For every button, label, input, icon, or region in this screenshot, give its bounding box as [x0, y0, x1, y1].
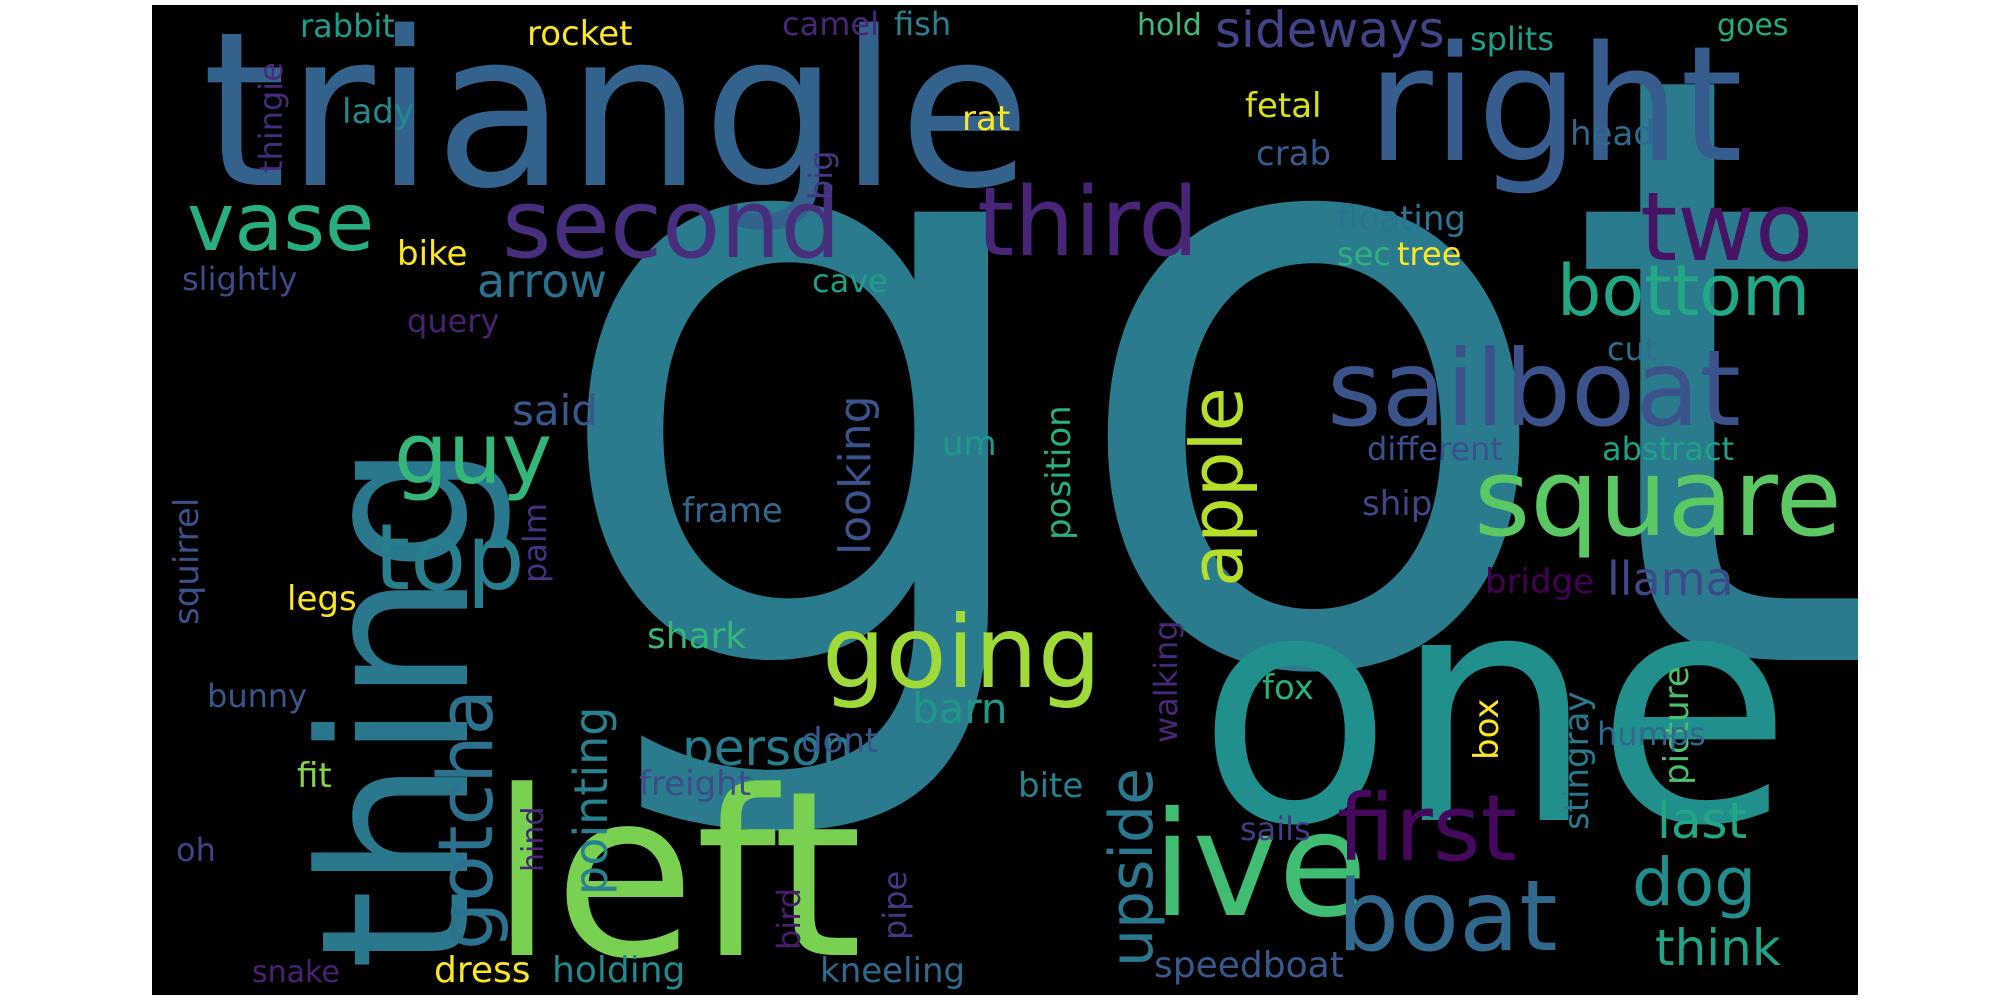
- word-triangle: triangle: [202, 5, 1031, 236]
- word-lady: lady: [342, 92, 414, 132]
- word-sailboat: sailboat: [1327, 328, 1741, 450]
- word-dress: dress: [434, 950, 531, 991]
- word-bird: bird: [770, 888, 808, 950]
- word-humps: humps: [1597, 715, 1706, 753]
- word-squirrel: squirrel: [167, 498, 207, 625]
- word-left: left: [490, 743, 863, 995]
- word-guy: guy: [394, 405, 552, 504]
- word-think: think: [1655, 919, 1781, 977]
- word-different: different: [1367, 430, 1503, 468]
- word-fit: fit: [297, 756, 332, 796]
- word-cloud: got triangle one left thing right ive square sai…: [152, 5, 1858, 995]
- word-box: box: [1467, 699, 1507, 760]
- word-shark: shark: [647, 616, 746, 657]
- word-barn: barn: [912, 684, 1008, 733]
- word-bridge: bridge: [1485, 562, 1594, 602]
- word-third: third: [977, 168, 1199, 278]
- word-apple: apple: [1175, 387, 1259, 587]
- word-one: one: [1197, 524, 1792, 896]
- word-bottom: bottom: [1557, 250, 1810, 332]
- word-um: um: [942, 424, 997, 464]
- word-right: right: [1367, 11, 1743, 198]
- word-hold: hold: [1137, 8, 1202, 43]
- word-bike: bike: [397, 234, 467, 274]
- word-fetal: fetal: [1245, 86, 1322, 126]
- word-got: got: [542, 5, 1858, 854]
- word-hind: hind: [516, 807, 551, 872]
- word-going: going: [822, 594, 1101, 711]
- word-fish: fish: [894, 5, 951, 43]
- word-tree: tree: [1397, 235, 1461, 273]
- word-kneeling: kneeling: [820, 951, 965, 991]
- word-splits: splits: [1470, 20, 1554, 58]
- word-pointing: pointing: [564, 707, 618, 895]
- word-square: square: [1474, 436, 1842, 561]
- word-snake: snake: [252, 955, 340, 990]
- word-arrow: arrow: [477, 254, 607, 308]
- word-legs: legs: [287, 579, 357, 619]
- word-speedboat: speedboat: [1154, 945, 1344, 986]
- word-vase: vase: [187, 176, 374, 269]
- word-palm: palm: [516, 503, 554, 583]
- word-rocket: rocket: [527, 14, 632, 54]
- word-bite: bite: [1018, 766, 1083, 806]
- word-looking: looking: [830, 395, 881, 555]
- word-position: position: [1039, 405, 1079, 540]
- word-upside: upside: [1097, 768, 1167, 967]
- word-goes: goes: [1717, 8, 1788, 43]
- word-said: said: [512, 386, 598, 435]
- word-cut: cut: [1607, 330, 1657, 368]
- word-holding: holding: [552, 950, 685, 991]
- word-cloud-canvas: gottriangleoneleftthingrightivesquaresai…: [167, 5, 1858, 995]
- word-sec: sec: [1337, 235, 1391, 273]
- word-ship: ship: [1362, 484, 1432, 524]
- word-camel: camel: [782, 5, 879, 43]
- word-sails: sails: [1240, 810, 1311, 848]
- word-crab: crab: [1256, 134, 1331, 174]
- word-sideways: sideways: [1215, 5, 1445, 59]
- word-abstract: abstract: [1602, 430, 1734, 468]
- word-slightly: slightly: [182, 260, 297, 298]
- word-walking: walking: [1147, 620, 1185, 743]
- word-thing: thing: [278, 443, 516, 970]
- word-freight: freight: [639, 764, 751, 804]
- word-frame: frame: [682, 491, 783, 531]
- word-thingie: thingie: [252, 62, 290, 173]
- word-two: two: [1640, 173, 1813, 283]
- word-dont: dont: [801, 721, 878, 761]
- word-cave: cave: [812, 262, 888, 300]
- word-top: top: [374, 504, 525, 611]
- word-oh: oh: [176, 831, 216, 869]
- word-dog: dog: [1632, 844, 1756, 921]
- word-big: big: [802, 150, 840, 200]
- word-gotcha: gotcha: [421, 689, 510, 950]
- word-first: first: [1337, 775, 1517, 882]
- word-rabbit: rabbit: [300, 7, 395, 45]
- word-picture: picture: [1657, 666, 1697, 785]
- word-rat: rat: [962, 99, 1010, 139]
- word-pipe: pipe: [876, 871, 914, 940]
- word-query: query: [407, 302, 499, 340]
- word-person: person: [682, 719, 853, 777]
- word-second: second: [502, 170, 841, 280]
- word-floating: floating: [1337, 199, 1466, 239]
- word-last: last: [1657, 792, 1747, 850]
- word-ive: ive: [1152, 781, 1367, 950]
- word-head: head: [1570, 114, 1655, 154]
- word-boat: boat: [1337, 860, 1558, 974]
- word-llama: llama: [1607, 552, 1734, 606]
- word-bunny: bunny: [207, 677, 307, 715]
- word-stingray: stingray: [1557, 691, 1597, 830]
- word-fox: fox: [1262, 668, 1314, 708]
